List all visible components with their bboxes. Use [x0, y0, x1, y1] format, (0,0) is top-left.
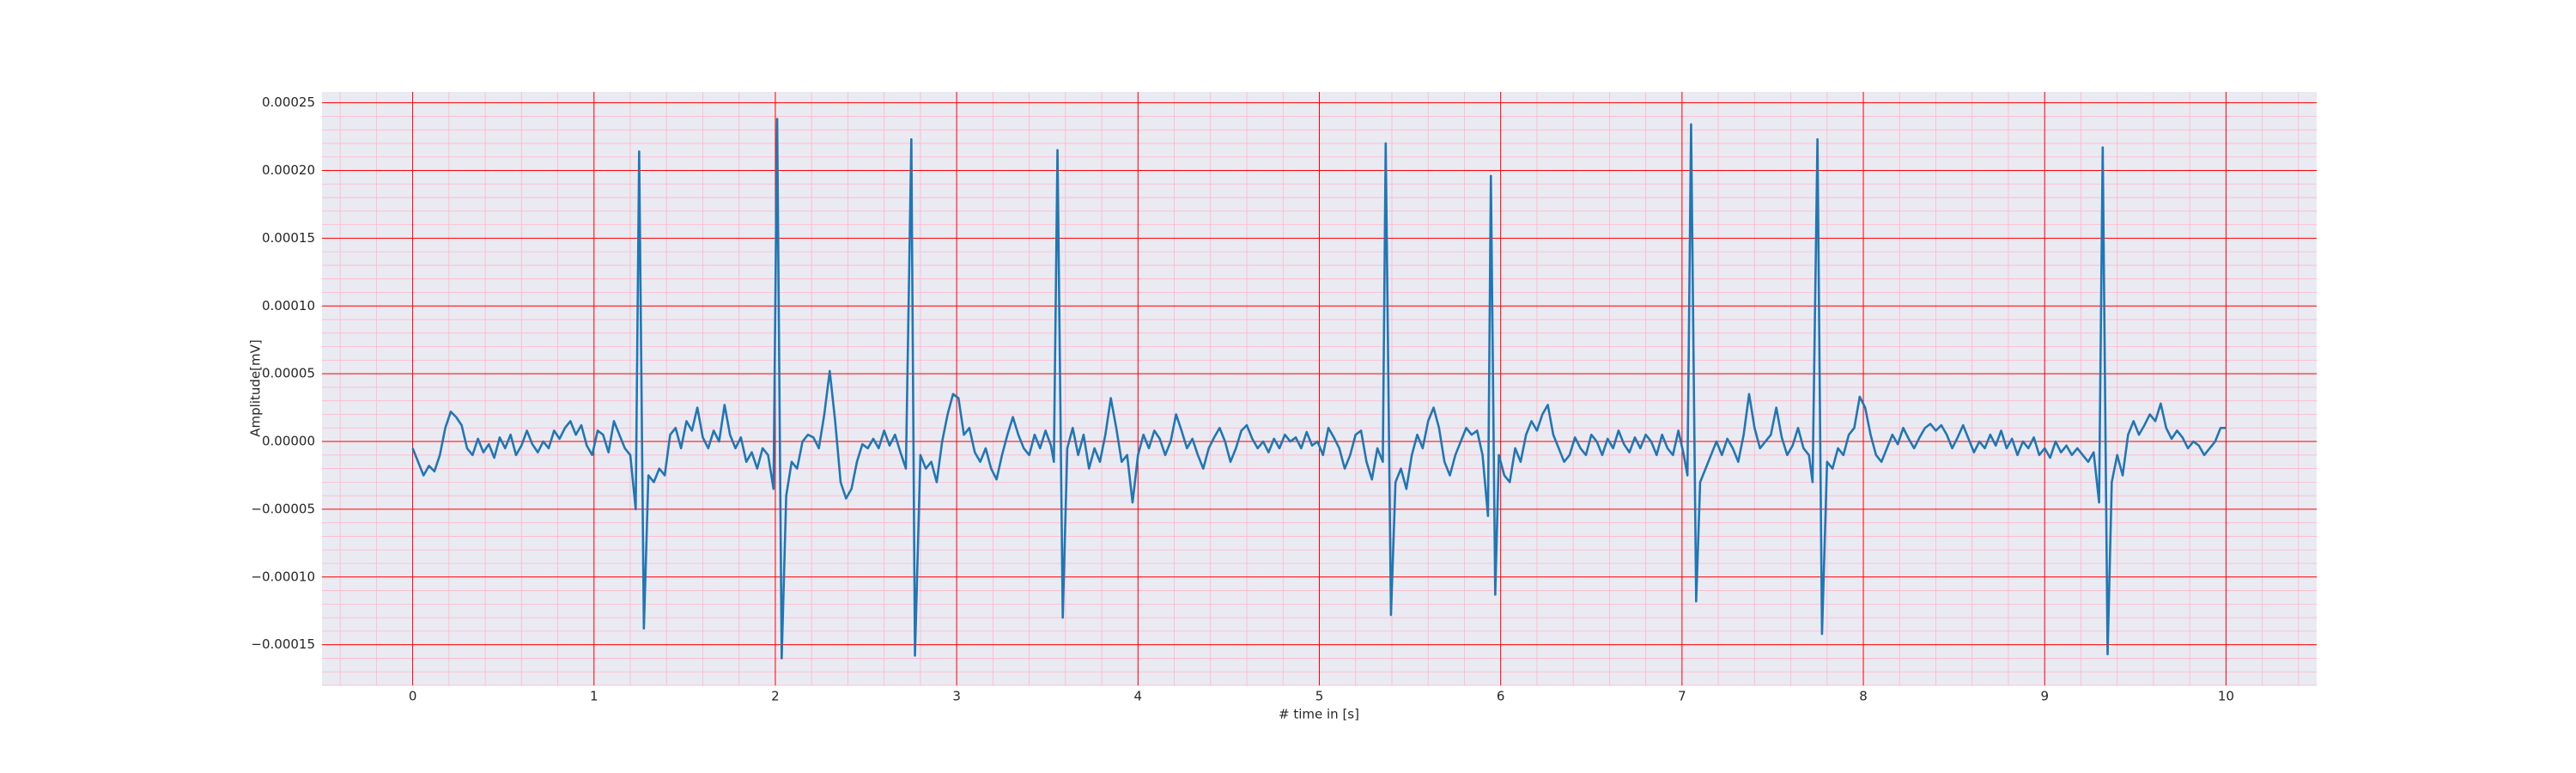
x-tick-label: 1: [590, 689, 598, 704]
y-tick-label: 0.00000: [262, 434, 315, 449]
y-axis-label: Amplitude[mV]: [248, 339, 264, 436]
x-tick-label: 4: [1134, 689, 1143, 704]
x-axis-label: # time in [s]: [1279, 707, 1359, 722]
y-tick-label: −0.00005: [251, 501, 315, 516]
y-tick-label: 0.00010: [262, 298, 315, 313]
x-tick-label: 8: [1859, 689, 1868, 704]
x-tick-label: 3: [952, 689, 961, 704]
y-tick-label: −0.00015: [251, 636, 315, 652]
x-tick-label: 9: [2040, 689, 2049, 704]
x-tick-label: 10: [2218, 689, 2234, 704]
x-tick-label: 6: [1497, 689, 1505, 704]
y-tick-label: 0.00005: [262, 366, 315, 381]
x-tick-label: 7: [1678, 689, 1686, 704]
grid: [322, 92, 2317, 686]
y-tick-label: 0.00020: [262, 162, 315, 178]
y-tick-label: 0.00015: [262, 230, 315, 246]
x-tick-label: 2: [771, 689, 780, 704]
y-tick-label: −0.00010: [251, 569, 315, 584]
y-tick-label: 0.00025: [262, 94, 315, 110]
x-tick-label: 0: [409, 689, 417, 704]
signal-line: [411, 118, 2227, 660]
x-tick-label: 5: [1315, 689, 1324, 704]
